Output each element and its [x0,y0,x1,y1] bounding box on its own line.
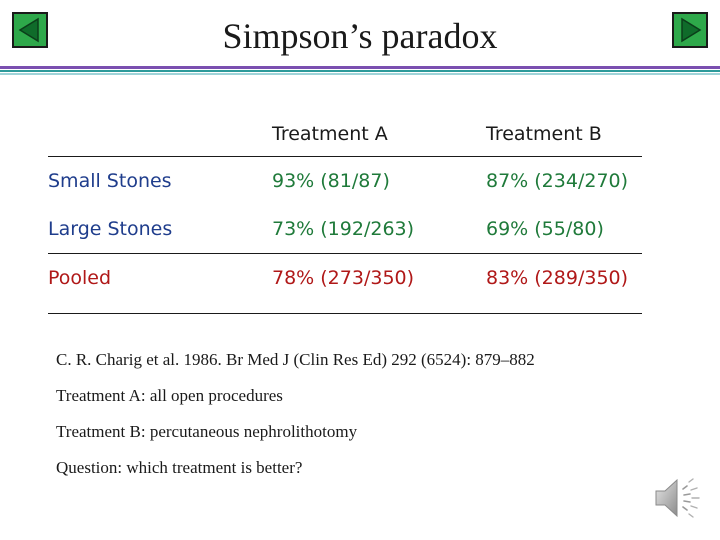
treatment-b-value: 69% (55/80) [486,218,604,240]
triangle-right-icon [681,17,702,43]
table-row-large-stones: Large Stones 73% (192/263) 69% (55/80) [48,205,642,254]
table-header-treatment-b: Treatment B [486,123,602,145]
title-rule-purple [0,66,720,69]
question: Question: which treatment is better? [56,458,303,477]
table-row-small-stones: Small Stones 93% (81/87) 87% (234/270) [48,157,642,206]
row-label: Large Stones [48,218,173,240]
treatment-b-value: 87% (234/270) [486,170,629,192]
table-bottom-rule [48,313,642,314]
speaker-icon[interactable] [652,474,704,522]
table-header-treatment-a: Treatment A [272,123,388,145]
treatment-a-value: 78% (273/350) [272,267,415,289]
notes: C. R. Charig et al. 1986. Br Med J (Clin… [56,342,535,486]
treatment-a-value: 73% (192/263) [272,218,415,240]
table-header-row: Treatment A Treatment B [48,112,642,157]
prev-slide-button[interactable] [12,12,48,48]
note-treatment-a: Treatment A: all open procedures [56,386,283,405]
results-table: Treatment A Treatment B Small Stones 93%… [48,112,642,302]
title-rule-light [0,73,720,75]
row-label: Pooled [48,267,112,289]
title-rule-teal [0,70,720,72]
table-header-empty [48,112,272,157]
row-label: Small Stones [48,170,172,192]
treatment-b-value: 83% (289/350) [486,267,629,289]
slide-title: Simpson’s paradox [222,16,498,56]
note-treatment-b: Treatment B: percutaneous nephrolithotom… [56,422,358,441]
citation: C. R. Charig et al. 1986. Br Med J (Clin… [56,350,535,369]
triangle-left-icon [18,17,39,43]
table-row-pooled: Pooled 78% (273/350) 83% (289/350) [48,253,642,303]
next-slide-button[interactable] [672,12,708,48]
treatment-a-value: 93% (81/87) [272,170,390,192]
